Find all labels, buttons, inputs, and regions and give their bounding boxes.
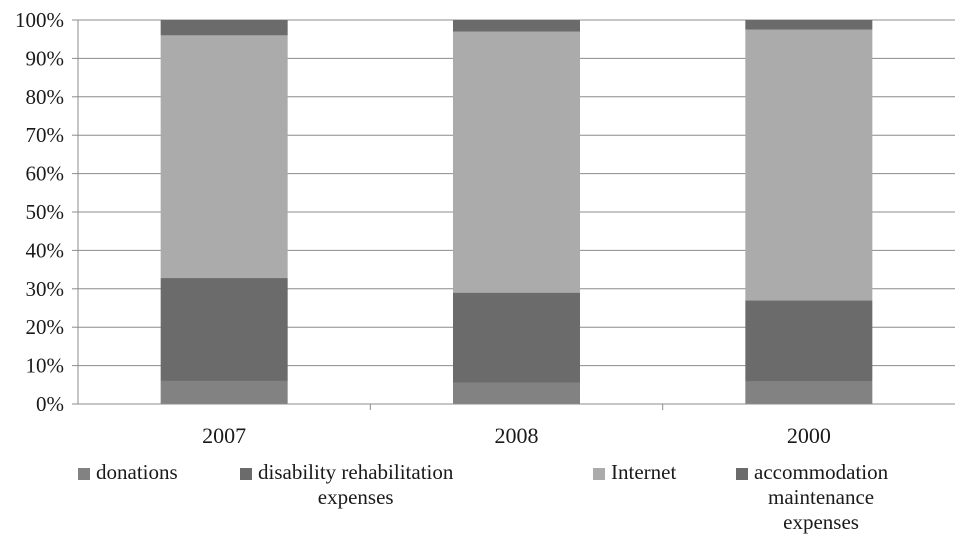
y-tick-label: 50% — [26, 200, 65, 224]
bar-segment — [453, 20, 580, 32]
y-tick-label: 10% — [26, 354, 65, 378]
y-tick-label: 80% — [26, 85, 65, 109]
x-category-label: 2000 — [787, 423, 831, 448]
legend-swatch — [736, 468, 748, 480]
y-tick-label: 70% — [26, 123, 65, 147]
legend-label: Internet — [611, 460, 677, 484]
y-tick-label: 20% — [26, 315, 65, 339]
bar-segment — [160, 20, 288, 36]
y-tick-label: 30% — [26, 277, 65, 301]
legend-swatch — [240, 468, 252, 480]
legend-label: donations — [96, 460, 178, 484]
legend-swatch — [78, 468, 90, 480]
bar-segment — [453, 382, 580, 404]
y-tick-label: 40% — [26, 238, 65, 262]
y-tick-labels: 0% 10% 20% 30% 40% 50% 60% 70% 80% 90% 100% — [15, 8, 64, 416]
bar-segment — [745, 29, 873, 301]
legend: donations disability rehabilitation expe… — [0, 460, 967, 538]
legend-item-donations: donations — [78, 460, 178, 485]
legend-item-internet: Internet — [593, 460, 676, 485]
y-tick-label: 0% — [36, 392, 64, 416]
y-tick-label: 100% — [15, 8, 64, 32]
bar-segment — [745, 300, 873, 382]
y-tick-label: 60% — [26, 162, 65, 186]
bar-stacks — [160, 20, 873, 404]
legend-swatch — [593, 468, 605, 480]
axes — [72, 19, 955, 410]
y-tick-label: 90% — [26, 46, 65, 70]
legend-label: disability rehabilitation expenses — [258, 460, 454, 509]
stacked-bar-chart: 0%10%20%30%40%50%60%70%80%90%100% 2007 20… — [15, 8, 955, 448]
bar-segment — [745, 20, 873, 30]
x-category-label: 2007 — [202, 423, 246, 448]
legend-item-accommodation-maintenance-expenses: accommodation maintenance expenses — [736, 460, 888, 535]
bar-segment — [160, 278, 288, 381]
legend-label: accommodation maintenance expenses — [754, 460, 889, 534]
legend-item-disability-rehabilitation-expenses: disability rehabilitation expenses — [240, 460, 453, 510]
bar-segment — [453, 31, 580, 293]
bar-segment — [160, 35, 288, 279]
x-category-label: 2008 — [495, 423, 539, 448]
bar-segment — [453, 292, 580, 383]
bar-segment — [745, 381, 873, 404]
bar-segment — [160, 380, 288, 404]
x-category-labels: 2007 2008 2000 — [202, 423, 831, 448]
